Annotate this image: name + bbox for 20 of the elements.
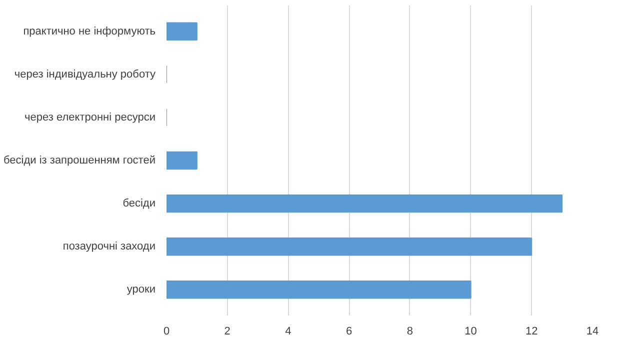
y-tick-label: бесіди із запрошенням гостей xyxy=(4,154,156,166)
y-tick-label: уроки xyxy=(126,284,156,296)
y-tick-label: позаурочні заходи xyxy=(62,240,156,253)
x-tick-label: 2 xyxy=(224,326,230,337)
bar xyxy=(166,22,198,40)
y-tick-label: практично не інформують xyxy=(23,25,156,38)
bar xyxy=(166,238,532,256)
bar xyxy=(166,280,472,299)
x-tick-label: 12 xyxy=(526,326,538,337)
x-tick-label: 8 xyxy=(406,326,413,337)
y-tick-label: через індивідуальну роботу xyxy=(14,68,156,80)
y-tick-label: через електронні ресурси xyxy=(24,111,156,124)
x-tick-label: 10 xyxy=(464,326,477,337)
bar xyxy=(166,151,198,170)
x-tick-label: 14 xyxy=(586,326,599,337)
x-tick-label: 6 xyxy=(346,326,352,337)
y-tick-label: бесіди xyxy=(122,198,156,210)
bar xyxy=(166,194,563,213)
x-tick-label: 4 xyxy=(285,326,292,337)
x-tick-label: 0 xyxy=(163,326,170,337)
